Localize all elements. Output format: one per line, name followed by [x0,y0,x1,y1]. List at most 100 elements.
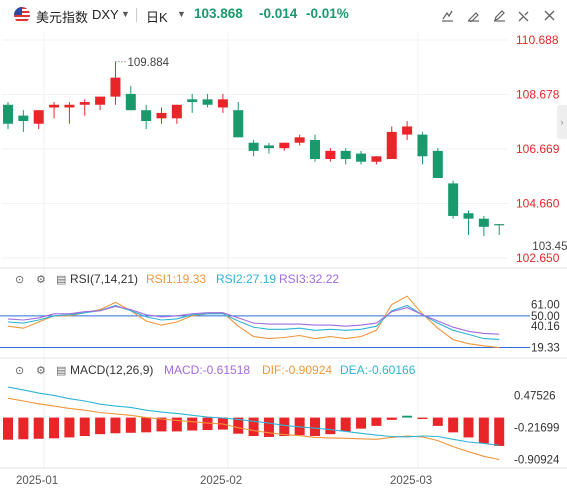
chart-header: 美元指数 DXY ▼ 日K ▼ 103.868 -0.014 -0.01% [0,0,567,30]
draw-tools-icon[interactable] [464,6,482,24]
candle-body [463,213,474,219]
candle-body [386,131,397,160]
candle-body [110,77,121,97]
candle-body [187,99,198,103]
time-axis-label: 2025-01 [16,475,58,487]
chevron-down-icon[interactable]: ▼ [121,9,130,19]
macd-histogram-bar [386,417,397,420]
rsi-axis-label: 19.33 [531,343,560,355]
rsi3-value: RSI3:32.22 [279,272,340,286]
time-axis-label: 2025-03 [390,475,432,487]
rsi-line-rsi2 [7,304,500,340]
macd-histogram-bar [3,417,13,440]
collapse-sidebar-button[interactable]: › [557,105,567,139]
dea-value: DEA:-0.60166 [340,363,416,377]
draw-icon[interactable] [438,6,456,24]
macd-histogram-bar [202,417,213,431]
macd-line-dea [7,386,500,446]
settings-icon[interactable]: ⚙ [36,364,46,377]
macd-name[interactable]: MACD(12,26,9) [70,363,154,377]
macd-histogram-bar [279,417,290,437]
price-axis-label: 102.650 [516,251,560,265]
settings-icon[interactable]: ⚙ [36,273,46,286]
macd-axis-label: -0.21699 [514,423,559,435]
macd-histogram-bar [432,417,443,426]
candle-body [356,153,367,162]
time-axis: 2025-01 2025-02 2025-03 [16,475,432,487]
candle-body [171,104,182,119]
candle-body [263,145,274,149]
collapse-icon[interactable]: ⊙ [15,273,25,286]
macd-axis-label: -0.90924 [514,455,560,467]
candle-body [279,142,290,149]
compare-icon[interactable] [514,6,532,24]
candle-body [79,102,90,105]
macd-histogram-bar [417,417,428,419]
candle-body [233,110,244,138]
symbol-code[interactable]: DXY [92,7,119,22]
last-price: 103.868 [194,6,243,21]
macd-histogram-bar [448,417,459,433]
price-change: -0.014 [259,6,298,21]
macd-histogram-bar [233,417,244,434]
period-selector[interactable]: 日K [146,10,168,25]
rsi-name[interactable]: RSI(7,14,21) [70,272,139,286]
candle-body [18,115,29,122]
chevron-down-icon[interactable]: ▼ [177,9,186,19]
candle-body [417,134,428,157]
grid-lines [0,32,567,469]
divider [136,8,137,22]
macd-histogram-bar [371,417,382,426]
rsi-line-rsi3 [7,305,500,335]
price-axis-label: 108.678 [516,88,560,102]
candle-body [125,93,136,111]
rsi-line-rsi1 [7,295,500,349]
candle-body [202,99,213,105]
macd-histogram-bar [310,417,320,437]
macd-panel: 0.47526 -0.21699 -0.90924 [3,386,560,467]
macd-value: MACD:-0.61518 [164,363,251,377]
candle-body [325,150,336,160]
candle-body [432,150,443,178]
candle-body [95,96,106,105]
macd-histogram-bar [263,417,274,437]
candle-body [448,183,459,216]
price-axis-label: 104.660 [516,196,560,210]
macd-histogram-bar [171,417,182,432]
candle-body [294,137,305,143]
macd-histogram-bar [33,417,44,439]
high-annotation: 109.884 [127,57,169,69]
candle-body [33,110,44,124]
indicator-list-icon[interactable]: ▤ [56,364,67,377]
rsi-axis-label: 40.16 [531,321,560,333]
price-change-percent: -0.01% [306,6,349,21]
rsi1-value: RSI1:19.33 [146,272,207,286]
symbol-name[interactable]: 美元指数 [36,10,89,25]
dif-value: DIF:-0.90924 [262,363,333,377]
candle-body [371,156,382,162]
candle-body [64,104,75,108]
candle-body [340,150,351,160]
macd-histogram-bar [478,417,489,444]
indicator-list-icon[interactable]: ▤ [56,273,67,286]
candle-body [310,140,320,160]
candle-body [494,224,505,226]
macd-histogram-bar [110,417,121,434]
macd-histogram-bar [141,417,152,433]
candle-body [248,142,259,151]
rsi-axis-label: 61.00 [531,299,560,311]
candle-body [402,126,413,135]
macd-axis-label: 0.47526 [514,391,556,403]
macd-histogram-bar [125,417,136,433]
candle-body [217,99,228,108]
macd-histogram-bar [325,417,336,435]
macd-histogram-bar [156,417,167,432]
macd-histogram-bar [402,415,413,418]
close-icon[interactable] [540,6,558,24]
pen-icon[interactable] [490,6,508,24]
collapse-icon[interactable]: ⊙ [15,364,25,377]
rsi-axis-label: 50.00 [531,311,560,323]
candle-body [478,218,489,227]
